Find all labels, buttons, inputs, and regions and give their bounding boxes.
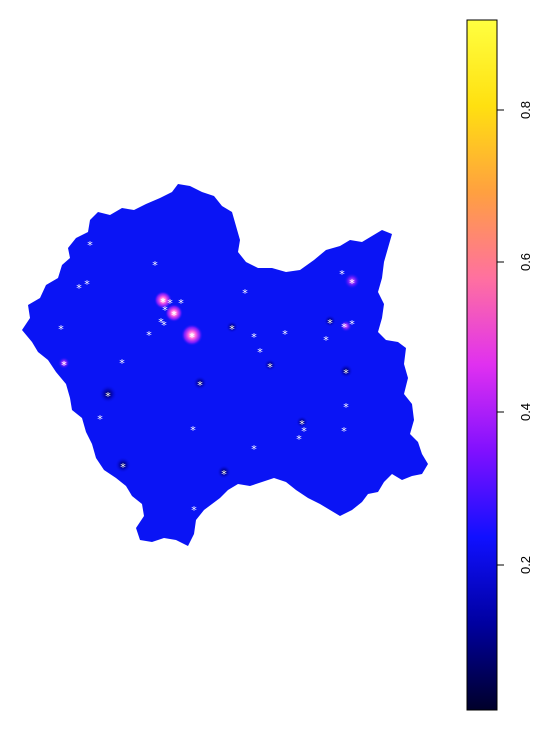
star-marker: *	[161, 319, 167, 332]
region-polygon	[22, 184, 428, 546]
star-marker: *	[171, 309, 177, 322]
star-marker: *	[120, 461, 126, 474]
star-marker: *	[191, 504, 197, 517]
star-marker: *	[61, 359, 67, 372]
star-marker: *	[267, 361, 273, 374]
star-marker: *	[323, 334, 329, 347]
hotspot	[339, 364, 353, 378]
star-marker: *	[160, 296, 166, 309]
hotspot	[154, 291, 172, 309]
hotspot	[226, 321, 238, 333]
hotspot	[99, 385, 117, 403]
star-marker: *	[327, 317, 333, 330]
star-marker: *	[197, 379, 203, 392]
star-marker: *	[84, 278, 90, 291]
colorbar: 0.2 0.4 0.6 0.8	[466, 19, 533, 711]
star-marker: *	[251, 443, 257, 456]
star-marker: *	[87, 239, 93, 252]
star-marker: *	[97, 413, 103, 426]
star-marker: *	[251, 331, 257, 344]
star-marker: *	[282, 328, 288, 341]
hotspot	[165, 304, 183, 322]
star-marker: *	[178, 297, 184, 310]
star-marker: *	[349, 277, 355, 290]
colorbar-frame	[466, 19, 498, 711]
hotspot	[217, 465, 231, 479]
hotspot	[324, 315, 336, 327]
hotspot	[193, 376, 207, 390]
star-marker: *	[296, 433, 302, 446]
star-marker: *	[158, 316, 164, 329]
colorbar-tick-label: 0.2	[518, 556, 533, 574]
star-marker: *	[242, 287, 248, 300]
star-marker: *	[257, 346, 263, 359]
star-marker: *	[343, 401, 349, 414]
star-marker: *	[341, 425, 347, 438]
hotspot	[264, 359, 276, 371]
hotspot	[296, 416, 308, 428]
star-marker: *	[190, 424, 196, 437]
colorbar-tick-label: 0.8	[518, 101, 533, 119]
colorbar-gradient	[467, 20, 497, 710]
point-markers: ****** ** * ** *** * *** * ** * * **** * ***** *** ****…	[58, 239, 355, 517]
hotspot	[344, 273, 360, 289]
hotspot	[340, 320, 352, 332]
star-marker: *	[146, 329, 152, 342]
star-marker: *	[152, 259, 158, 272]
hotspot	[58, 357, 70, 369]
star-marker: *	[162, 304, 168, 317]
star-marker: *	[339, 268, 345, 281]
star-marker: *	[221, 468, 227, 481]
star-marker: *	[343, 367, 349, 380]
colorbar-tick-label: 0.6	[518, 253, 533, 271]
star-marker: *	[119, 357, 125, 370]
star-marker: *	[58, 323, 64, 336]
hotspot	[181, 324, 203, 346]
star-marker: *	[189, 331, 195, 344]
hotspot	[115, 457, 131, 473]
star-marker: *	[341, 321, 347, 334]
star-marker: *	[105, 390, 111, 403]
colorbar-ticks: 0.2 0.4 0.6 0.8	[497, 101, 533, 574]
star-marker: *	[299, 418, 305, 431]
intensity-hotspots	[58, 273, 360, 479]
colorbar-tick-label: 0.4	[518, 403, 533, 421]
star-marker: *	[167, 297, 173, 310]
star-marker: *	[229, 323, 235, 336]
star-marker: *	[76, 282, 82, 295]
star-marker: *	[349, 318, 355, 331]
star-marker: *	[301, 425, 307, 438]
